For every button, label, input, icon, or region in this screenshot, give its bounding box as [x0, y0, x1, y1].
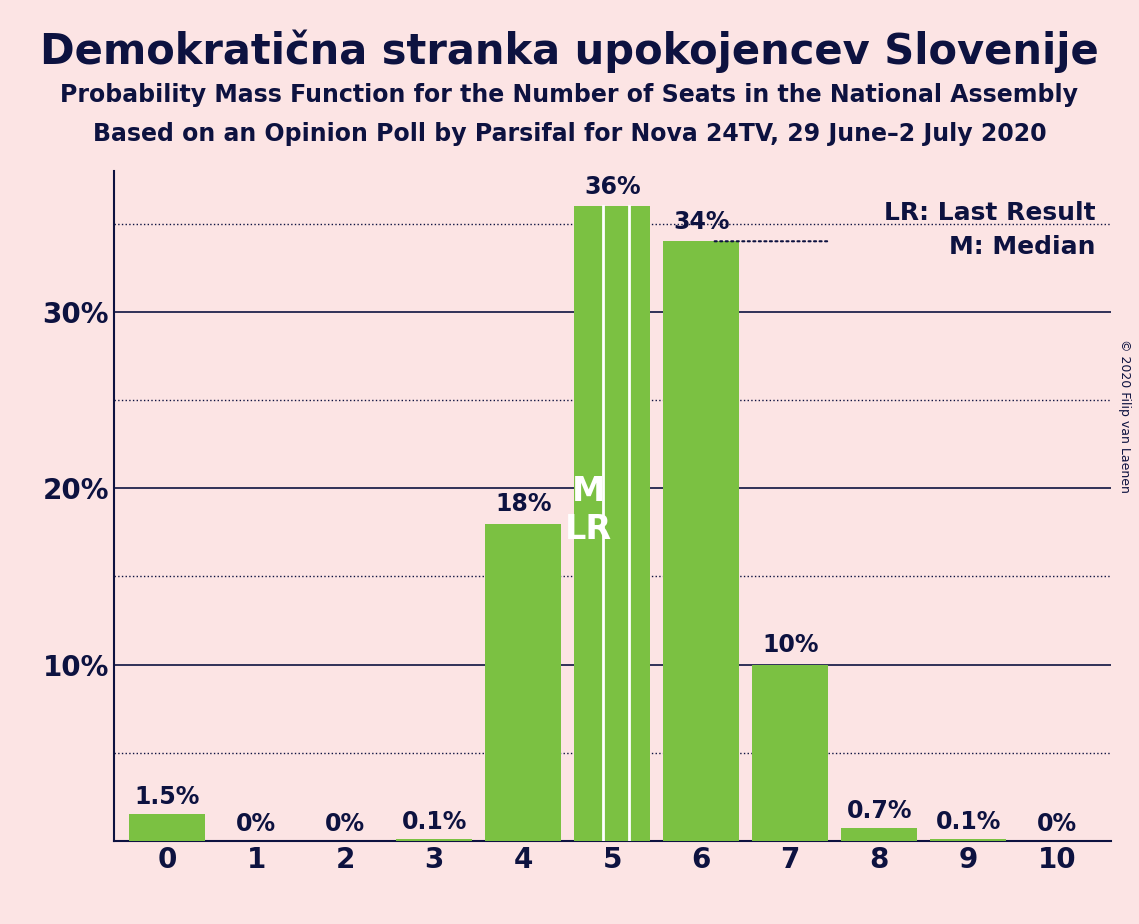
Text: M
LR: M LR: [565, 475, 613, 546]
Text: © 2020 Filip van Laenen: © 2020 Filip van Laenen: [1118, 339, 1131, 492]
Bar: [485, 524, 562, 841]
Bar: [396, 839, 472, 841]
Text: M: Median: M: Median: [949, 235, 1096, 259]
Bar: [931, 839, 1006, 841]
Bar: [842, 829, 917, 841]
Text: 0.7%: 0.7%: [846, 799, 912, 823]
Text: 0%: 0%: [326, 811, 366, 835]
Text: Probability Mass Function for the Number of Seats in the National Assembly: Probability Mass Function for the Number…: [60, 83, 1079, 107]
Text: 0%: 0%: [1038, 811, 1077, 835]
Text: 36%: 36%: [584, 176, 640, 200]
Bar: [753, 664, 828, 841]
Text: 34%: 34%: [673, 211, 729, 235]
Text: Demokratična stranka upokojencev Slovenije: Demokratična stranka upokojencev Sloveni…: [40, 30, 1099, 73]
Text: LR: Last Result: LR: Last Result: [884, 201, 1096, 225]
Bar: [663, 241, 739, 841]
Text: 0.1%: 0.1%: [402, 809, 467, 833]
Text: Based on an Opinion Poll by Parsifal for Nova 24TV, 29 June–2 July 2020: Based on an Opinion Poll by Parsifal for…: [92, 122, 1047, 146]
Bar: [130, 814, 205, 841]
Text: 10%: 10%: [762, 634, 819, 658]
Text: 18%: 18%: [495, 492, 551, 517]
Text: 0.1%: 0.1%: [935, 809, 1001, 833]
Text: 1.5%: 1.5%: [134, 785, 200, 809]
Bar: [574, 206, 650, 841]
Text: 0%: 0%: [236, 811, 277, 835]
